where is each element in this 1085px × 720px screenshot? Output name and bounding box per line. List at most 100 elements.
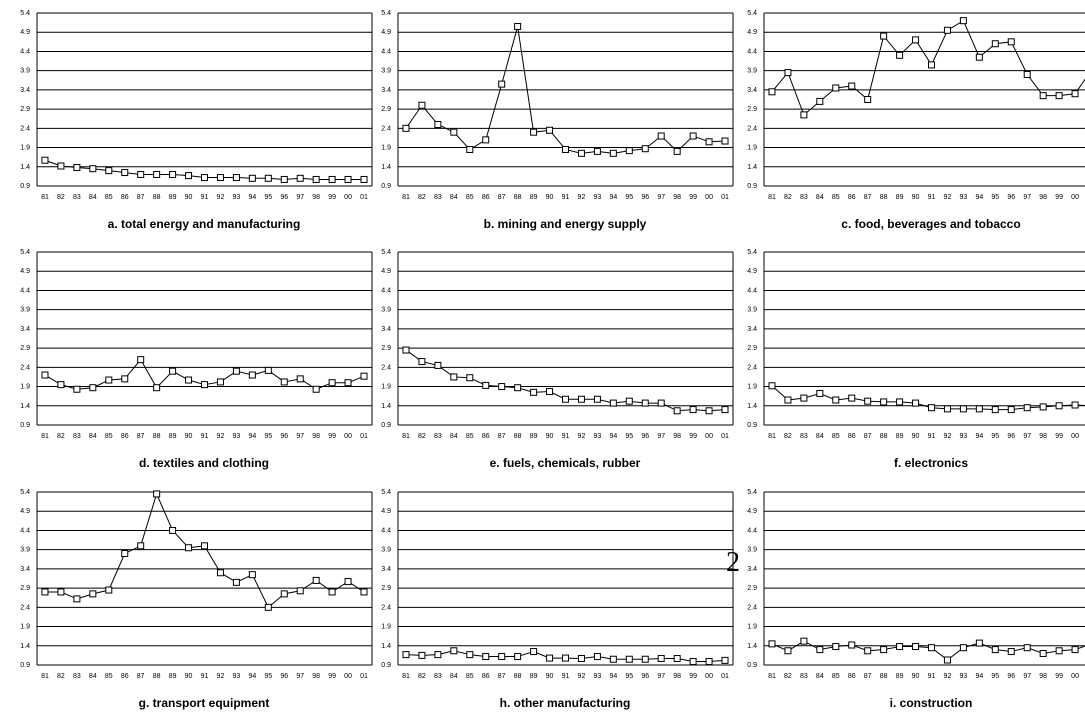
y-tick-label: 0.9 xyxy=(747,422,757,429)
x-tick-label: 83 xyxy=(73,194,81,201)
data-point xyxy=(784,647,792,655)
plot-area xyxy=(768,17,1085,119)
plot-area xyxy=(768,382,1085,414)
data-point xyxy=(89,384,97,392)
data-point xyxy=(1039,649,1047,657)
data-point xyxy=(41,156,49,164)
x-tick-label: 01 xyxy=(360,194,368,201)
x-tick-label: 87 xyxy=(864,433,872,440)
x-tick-label: 86 xyxy=(482,673,490,680)
y-tick-label: 3.4 xyxy=(747,87,757,94)
x-tick-label: 83 xyxy=(73,433,81,440)
data-point xyxy=(943,405,951,413)
data-point xyxy=(57,162,65,170)
y-tick-label: 3.9 xyxy=(381,68,391,75)
data-point xyxy=(360,372,368,380)
x-tick-label: 86 xyxy=(121,673,129,680)
data-point xyxy=(689,406,697,414)
chart-a: 0.9 1.4 1.9 2.4 2.9 3.4 3.9 4.4 4.9 5.4 81 82 83 84 85… xyxy=(20,10,373,231)
y-tick-label: 2.4 xyxy=(381,604,391,611)
x-tick-label: 90 xyxy=(912,194,920,201)
data-point xyxy=(312,385,320,393)
x-tick-label: 91 xyxy=(928,194,936,201)
x-tick-label: 82 xyxy=(57,433,65,440)
data-point xyxy=(216,174,224,182)
x-tick-label: 98 xyxy=(673,194,681,201)
data-point xyxy=(530,388,538,396)
x-tick-label: 86 xyxy=(848,194,856,201)
plot-area xyxy=(402,647,729,666)
x-tick-label: 82 xyxy=(57,673,65,680)
data-point xyxy=(169,526,177,534)
y-tick-label: 1.9 xyxy=(381,384,391,391)
x-tick-label: 00 xyxy=(344,194,352,201)
y-tick-label: 1.4 xyxy=(20,164,30,171)
data-point xyxy=(296,375,304,383)
x-tick-label: 91 xyxy=(928,433,936,440)
data-point xyxy=(280,590,288,598)
data-point xyxy=(641,399,649,407)
data-point xyxy=(562,654,569,662)
data-point xyxy=(264,174,272,182)
x-tick-label: 92 xyxy=(578,433,586,440)
x-tick-label: 83 xyxy=(73,673,81,680)
data-point xyxy=(232,174,240,182)
data-point xyxy=(721,656,729,664)
y-tick-label: 3.9 xyxy=(747,547,757,554)
y-tick-label: 3.4 xyxy=(381,87,391,94)
x-tick-label: 92 xyxy=(578,194,586,201)
y-tick-label: 4.9 xyxy=(20,268,30,275)
x-tick-label: 81 xyxy=(768,673,776,680)
x-tick-label: 87 xyxy=(498,673,506,680)
data-point xyxy=(1007,406,1015,414)
data-point xyxy=(121,169,129,177)
data-point xyxy=(816,389,824,397)
data-point xyxy=(248,571,256,579)
x-tick-label: 00 xyxy=(344,673,352,680)
data-point xyxy=(721,406,729,414)
data-point xyxy=(800,637,808,645)
data-point xyxy=(434,120,442,128)
y-tick-label: 1.9 xyxy=(747,384,757,391)
data-point xyxy=(928,61,935,69)
x-tick-label: 98 xyxy=(1039,673,1047,680)
y-tick-label: 4.9 xyxy=(747,508,757,515)
y-tick-label: 4.4 xyxy=(20,527,30,534)
x-tick-label: 89 xyxy=(169,673,177,680)
x-tick-label: 81 xyxy=(768,194,776,201)
x-tick-label: 94 xyxy=(975,194,983,201)
y-tick-label: 1.9 xyxy=(20,384,30,391)
x-tick-label: 00 xyxy=(1071,433,1079,440)
data-point xyxy=(577,654,585,662)
data-point xyxy=(896,51,904,59)
data-point xyxy=(57,381,65,389)
x-tick-label: 99 xyxy=(328,194,336,201)
x-tick-label: 87 xyxy=(498,194,506,201)
y-tick-label: 0.9 xyxy=(381,662,391,669)
data-point xyxy=(418,358,426,366)
x-tick-label: 93 xyxy=(594,433,602,440)
x-tick-label: 95 xyxy=(991,673,999,680)
data-point xyxy=(959,644,967,652)
x-tick-label: 97 xyxy=(296,433,304,440)
x-tick-label: 95 xyxy=(991,433,999,440)
chart-title: h. other manufacturing xyxy=(500,696,631,710)
y-tick-label: 3.9 xyxy=(381,547,391,554)
x-tick-label: 84 xyxy=(450,194,458,201)
data-point xyxy=(1039,403,1047,411)
x-tick-label: 97 xyxy=(1023,433,1031,440)
x-tick-label: 88 xyxy=(153,433,161,440)
x-tick-label: 81 xyxy=(402,433,410,440)
data-point xyxy=(498,80,506,88)
data-point xyxy=(232,578,240,586)
x-tick-label: 00 xyxy=(705,194,713,201)
x-tick-label: 93 xyxy=(960,194,968,201)
data-point xyxy=(673,407,681,415)
y-tick-label: 2.9 xyxy=(20,106,30,113)
data-point xyxy=(296,174,304,182)
data-point xyxy=(880,398,888,406)
data-point xyxy=(296,587,304,595)
x-tick-label: 93 xyxy=(233,433,241,440)
data-point xyxy=(498,383,506,391)
data-point xyxy=(848,394,856,402)
